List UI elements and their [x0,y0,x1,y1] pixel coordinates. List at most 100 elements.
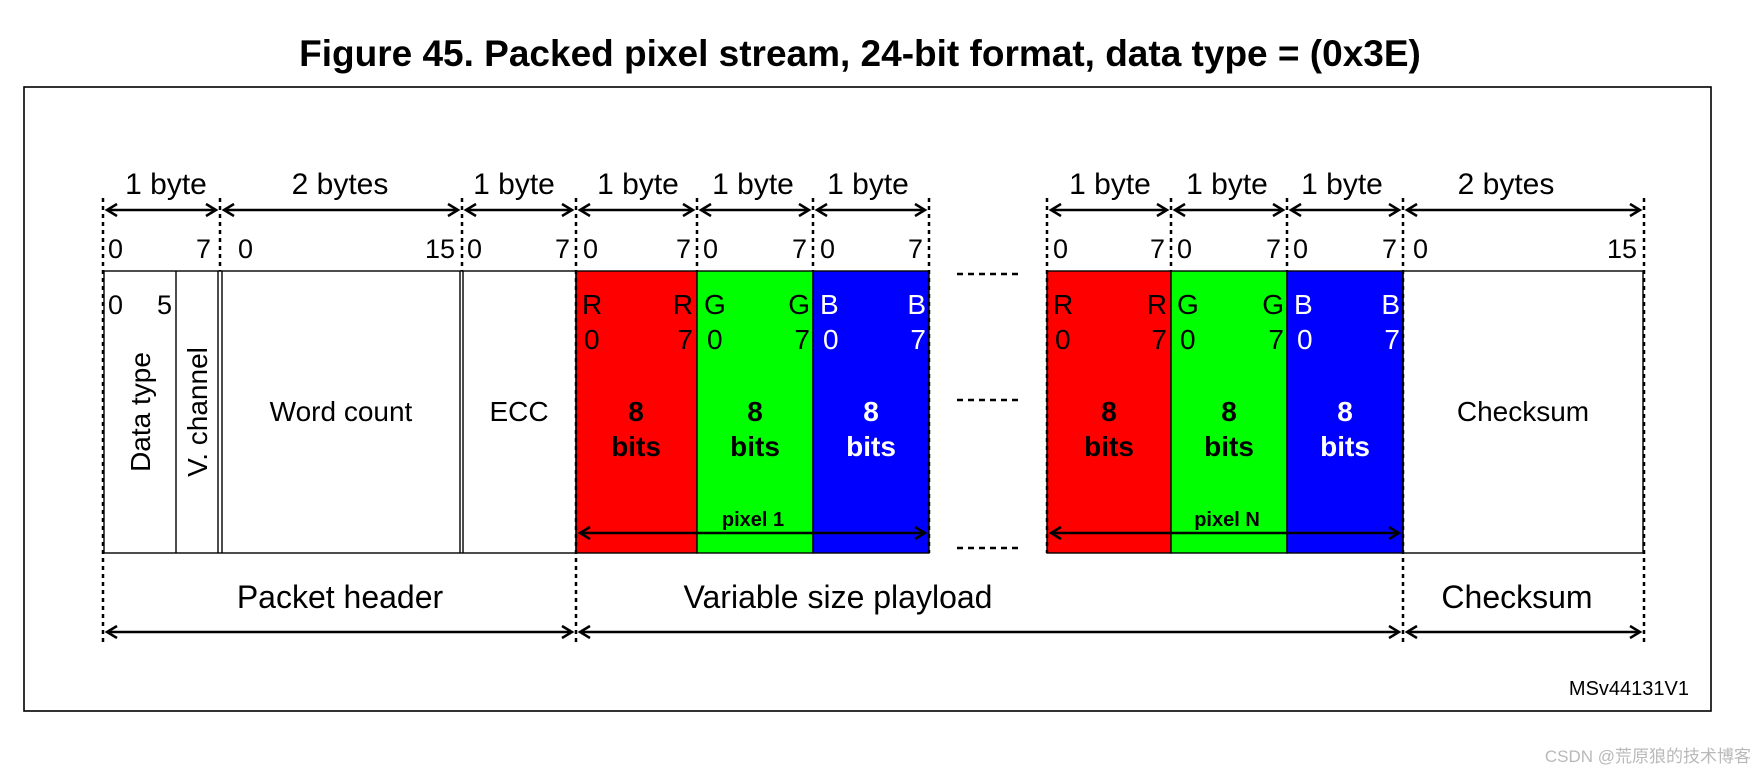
green-lsb-letter: G [1262,289,1284,320]
ecc-label: ECC [489,396,548,427]
blue-bit-0: 0 [1297,324,1313,355]
red-msb-letter: R [1053,289,1073,320]
blue-bit-7: 7 [910,324,926,355]
data-type-bit-end: 5 [157,290,172,320]
green-msb-letter: G [1177,289,1199,320]
byte-label: 1 byte [712,168,794,201]
bit-start: 0 [1177,234,1192,264]
packet-header-label: Packet header [237,579,444,615]
byte-label: 2 bytes [1458,168,1555,201]
bit-end: 7 [1382,234,1397,264]
green-size-num: 8 [747,396,763,427]
word-count-label: Word count [270,396,413,427]
packet-header-box [103,270,577,554]
byte-label: 1 byte [1186,168,1268,201]
bit-end: 7 [908,234,923,264]
pixel-n-group [1046,270,1404,554]
red-size-num: 8 [628,396,644,427]
blue-size-num: 8 [863,396,879,427]
red-bit-7: 7 [677,324,693,355]
pixel-1-label: pixel 1 [722,509,784,531]
bit-start: 0 [108,234,123,264]
green-bit-0: 0 [707,324,723,355]
red-size-unit: bits [611,431,661,462]
byte-label: 1 byte [597,168,679,201]
byte-labels: 1 byte 2 bytes 1 byte 1 byte 1 byte 1 by… [125,168,1554,201]
blue-lsb-letter: B [907,289,926,320]
blue-bit-0: 0 [823,324,839,355]
bit-start: 0 [238,234,253,264]
bit-start: 0 [1293,234,1308,264]
watermark-text: CSDN @荒原狼的技术博客 [1545,747,1751,766]
checksum-box [1402,270,1644,554]
green-size-unit: bits [1204,431,1254,462]
red-size-unit: bits [1084,431,1134,462]
red-bit-0: 0 [1055,324,1071,355]
boundary-lines [101,198,1646,645]
green-bit-7: 7 [1268,324,1284,355]
pixel-n-red-byte [1046,270,1172,554]
blue-size-unit: bits [1320,431,1370,462]
bit-end: 7 [676,234,691,264]
pixel-span-arrows: pixel 1 pixel N [577,509,1402,541]
red-size-num: 8 [1101,396,1117,427]
bit-start: 0 [1053,234,1068,264]
bit-end: 7 [555,234,570,264]
red-msb-letter: R [582,289,602,320]
red-bit-0: 0 [584,324,600,355]
bit-end: 7 [792,234,807,264]
pixel-n-label: pixel N [1194,509,1260,531]
bit-start: 0 [467,234,482,264]
green-bit-7: 7 [794,324,810,355]
byte-label: 2 bytes [292,168,389,201]
bit-end: 7 [196,234,211,264]
bit-start: 0 [820,234,835,264]
green-size-unit: bits [730,431,780,462]
red-lsb-letter: R [1147,289,1167,320]
blue-bit-7: 7 [1384,324,1400,355]
red-bit-7: 7 [1151,324,1167,355]
checksum-section-label: Checksum [1441,579,1592,615]
red-lsb-letter: R [673,289,693,320]
bit-start: 0 [583,234,598,264]
byte-arrows [104,202,1643,218]
payload-label: Variable size playload [684,579,993,615]
byte-label: 1 byte [827,168,909,201]
vchannel-label: V. channel [182,347,213,477]
bit-start: 0 [703,234,718,264]
pixel-1-green-byte [696,270,814,554]
figure-title: Figure 45. Packed pixel stream, 24-bit f… [299,33,1421,74]
header-cells [103,270,1644,554]
data-type-bit-start: 0 [108,290,123,320]
checksum-cell-label: Checksum [1457,396,1589,427]
green-lsb-letter: G [788,289,810,320]
bit-end: 15 [425,234,455,264]
section-labels: Packet header Variable size playload Che… [104,579,1643,640]
bit-end: 7 [1150,234,1165,264]
pixel-1-group [575,270,930,554]
blue-msb-letter: B [820,289,839,320]
green-size-num: 8 [1221,396,1237,427]
bit-end: 7 [1266,234,1281,264]
ellipsis-dots [957,272,1021,550]
blue-msb-letter: B [1294,289,1313,320]
bit-start: 0 [1413,234,1428,264]
pixel-n-green-byte [1170,270,1288,554]
figure-code: MSv44131V1 [1569,678,1689,700]
byte-label: 1 byte [1069,168,1151,201]
bit-end: 15 [1607,234,1637,264]
pixel-n-labels: R R 0 7 8 bits G G 0 7 8 bits B B 0 7 8 … [1053,289,1400,462]
figure-frame [23,86,1712,712]
pixel-1-labels: R R 0 7 8 bits G G 0 7 8 bits B B 0 7 8 … [582,289,926,462]
green-msb-letter: G [704,289,726,320]
header-cell-labels: 0 5 Data type V. channel Word count ECC … [108,290,1589,477]
pixel-1-blue-byte [812,270,930,554]
green-bit-0: 0 [1180,324,1196,355]
blue-size-unit: bits [846,431,896,462]
bit-range-labels: 0 7 0 15 0 7 0 7 0 7 0 7 0 7 0 7 0 7 0 1… [108,234,1637,264]
blue-size-num: 8 [1337,396,1353,427]
byte-label: 1 byte [125,168,207,201]
blue-lsb-letter: B [1381,289,1400,320]
pixel-n-blue-byte [1286,270,1404,554]
